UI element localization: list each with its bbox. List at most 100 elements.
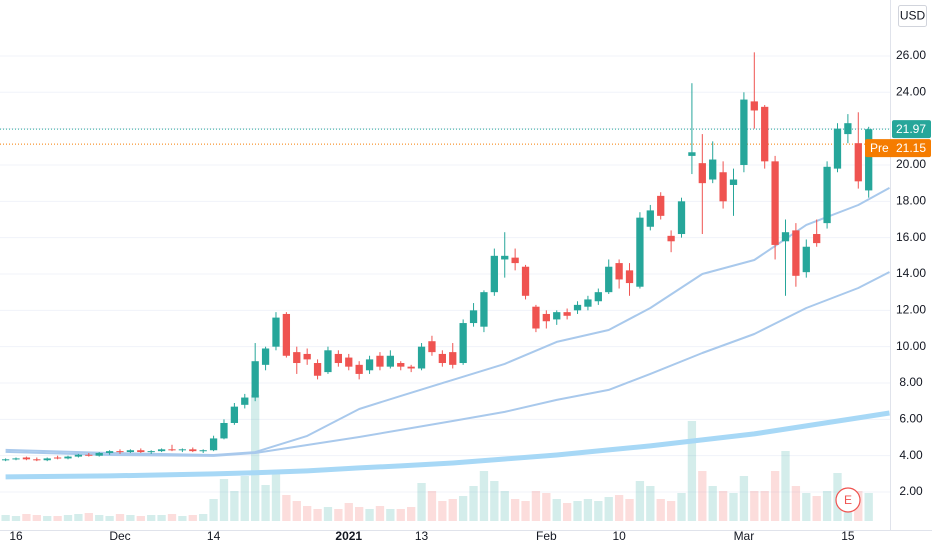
- volume-bar: [448, 499, 457, 521]
- volume-bar: [521, 501, 530, 521]
- volume-bar: [604, 497, 613, 521]
- candle-body: [854, 143, 862, 182]
- candle-body: [95, 452, 103, 456]
- candle-body: [802, 246, 810, 273]
- y-tick-label: 12.00: [896, 303, 926, 317]
- volume-bar: [313, 509, 322, 521]
- y-tick-label: 10.00: [896, 339, 926, 353]
- candle-body: [293, 352, 301, 364]
- volume-bar: [573, 501, 582, 521]
- candle-body: [844, 123, 852, 135]
- volume-bar: [542, 493, 551, 521]
- x-tick-label: 13: [415, 529, 429, 543]
- candle-body: [501, 255, 509, 260]
- volume-bar: [614, 495, 624, 521]
- y-tick-label: 16.00: [896, 230, 926, 244]
- volume-bar: [479, 471, 489, 521]
- candle-body: [449, 352, 457, 365]
- last-price-label: 21.97: [896, 122, 926, 136]
- volume-bar: [43, 516, 52, 521]
- candle-body: [261, 348, 270, 365]
- volume-bar: [500, 491, 509, 521]
- x-tick-label: 14: [207, 529, 221, 543]
- x-tick-label: 15: [841, 529, 855, 543]
- candle-body: [594, 292, 602, 302]
- volume-bar: [781, 451, 790, 521]
- candle-body: [823, 166, 831, 224]
- volume-bar: [646, 486, 655, 521]
- candle-body: [137, 450, 145, 453]
- volume-bar: [438, 501, 447, 521]
- y-tick-label: 6.00: [899, 412, 923, 426]
- volume-bar: [303, 506, 312, 521]
- volume-bar: [698, 471, 707, 521]
- y-tick-label: 8.00: [899, 375, 923, 389]
- candle-body: [116, 451, 124, 453]
- volume-bar: [469, 486, 478, 521]
- candle-body: [43, 458, 51, 461]
- candle-body: [64, 456, 72, 459]
- earnings-marker[interactable]: [835, 487, 861, 513]
- candle-body: [719, 172, 727, 202]
- candle-body: [126, 450, 135, 453]
- volume-bar: [323, 507, 333, 521]
- candle-body: [750, 101, 758, 111]
- volume-bar: [708, 486, 717, 521]
- candle-body: [584, 299, 592, 307]
- volume-bar: [199, 514, 208, 521]
- volume-bar: [656, 499, 665, 521]
- volume-bar: [791, 486, 801, 521]
- volume-bar: [230, 491, 239, 521]
- candle-body: [241, 397, 249, 405]
- x-tick-label: 16: [9, 529, 23, 543]
- volume-bar: [84, 513, 93, 521]
- volume-bar: [552, 499, 561, 521]
- volume-bar: [822, 491, 832, 521]
- candle-body: [407, 366, 415, 369]
- candle-body: [729, 179, 738, 185]
- candle-body: [303, 353, 311, 360]
- candle-body: [625, 270, 634, 284]
- candle-body: [677, 201, 686, 235]
- candle-body: [22, 457, 31, 460]
- volume-bar: [136, 516, 145, 521]
- candle-body: [521, 266, 530, 296]
- x-tick-label: Mar: [734, 529, 755, 543]
- last-price-box: [892, 120, 931, 139]
- volume-bar: [375, 506, 385, 521]
- candle-body: [105, 451, 114, 453]
- volume-bar: [687, 421, 697, 521]
- volume-bar: [178, 516, 187, 521]
- volume-bar: [458, 496, 468, 521]
- candle-body: [397, 363, 405, 367]
- currency-box[interactable]: [898, 5, 927, 27]
- volume-bar: [718, 491, 728, 521]
- candle-body: [688, 152, 696, 156]
- y-tick-label: 26.00: [896, 48, 926, 62]
- plot: [0, 52, 890, 521]
- candle-body: [12, 458, 20, 460]
- candle-body: [532, 306, 540, 329]
- candle-body: [428, 341, 436, 353]
- volume-bar: [417, 483, 426, 521]
- volume-bar: [188, 515, 197, 521]
- candle-body: [771, 161, 779, 245]
- candle-body: [251, 361, 259, 398]
- volume-bar: [334, 509, 343, 521]
- volume-bar: [562, 503, 572, 521]
- earnings-label: E: [844, 493, 852, 507]
- candle-body: [345, 357, 353, 367]
- volume-bar: [74, 514, 83, 521]
- volume-bar: [115, 514, 125, 521]
- x-tick-label: Feb: [536, 529, 557, 543]
- candle-body: [53, 457, 62, 459]
- volume-bar: [396, 509, 405, 521]
- candle-body: [313, 363, 322, 376]
- volume-bar: [365, 509, 374, 521]
- candle-body: [646, 210, 654, 227]
- candle-body: [147, 451, 155, 453]
- candle-body: [230, 406, 239, 423]
- pre-market-box: [865, 139, 931, 158]
- candle-body: [740, 99, 748, 165]
